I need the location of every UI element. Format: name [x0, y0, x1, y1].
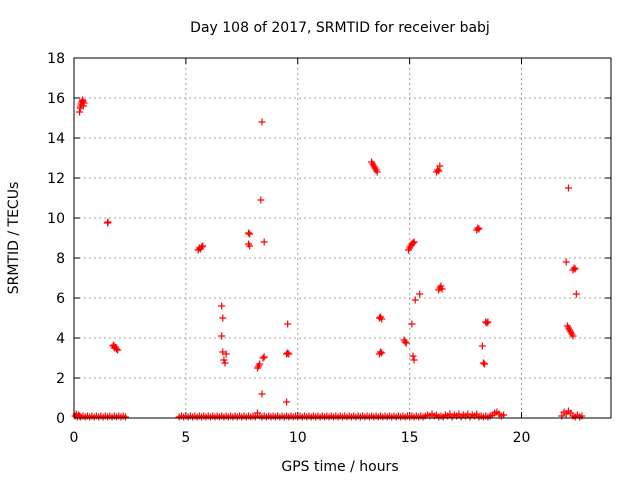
data-point [113, 345, 121, 353]
data-point [438, 285, 446, 293]
data-point [409, 239, 417, 247]
chart-title: Day 108 of 2017, SRMTID for receiver bab… [190, 20, 490, 36]
data-point [121, 413, 129, 421]
y-tick-label: 4 [56, 331, 65, 347]
data-point [219, 314, 227, 322]
data-point [378, 315, 386, 323]
data-point [218, 332, 226, 340]
x-tick-label: 0 [70, 430, 79, 446]
data-point [475, 225, 483, 233]
data-point [198, 243, 206, 251]
data-point [437, 282, 445, 290]
data-point [246, 230, 254, 238]
axis-ticks: 0 2 4 6 8 10 12 14 16 18 0 5 10 15 20 [47, 51, 611, 446]
data-point [500, 411, 508, 419]
data-point [436, 162, 444, 170]
data-point [199, 242, 207, 250]
data-point [79, 102, 87, 110]
data-point [110, 341, 118, 349]
data-point [76, 108, 84, 116]
data-point [483, 319, 491, 327]
data-point [284, 320, 292, 328]
data-point [251, 413, 259, 421]
data-point [410, 238, 418, 246]
y-tick-label: 8 [56, 251, 65, 267]
data-point [481, 360, 489, 368]
data-point [572, 290, 580, 298]
y-axis-label: SRMTID / TECUs [6, 182, 22, 295]
data-point [478, 342, 486, 350]
data-point [562, 258, 570, 266]
x-axis-label: GPS time / hours [281, 459, 398, 475]
data-point [377, 348, 385, 356]
data-point [479, 359, 487, 367]
data-point [373, 168, 381, 176]
x-tick-label: 10 [289, 430, 307, 446]
data-point [484, 318, 492, 326]
data-point [260, 238, 268, 246]
y-tick-label: 18 [47, 51, 65, 67]
data-point [408, 320, 416, 328]
x-tick-label: 15 [401, 430, 419, 446]
data-point [284, 349, 292, 357]
data-point [260, 353, 268, 361]
data-point [435, 167, 443, 175]
data-point [285, 350, 293, 358]
data-points [71, 96, 586, 421]
data-point [569, 332, 577, 340]
data-point [221, 359, 229, 367]
data-point [564, 184, 572, 192]
data-point [257, 196, 265, 204]
data-point [283, 398, 291, 406]
data-point [416, 290, 424, 298]
data-point [256, 360, 264, 368]
data-point [222, 350, 230, 358]
data-point [80, 99, 88, 107]
y-tick-label: 14 [47, 131, 65, 147]
y-tick-label: 10 [47, 211, 65, 227]
data-point [258, 390, 266, 398]
x-tick-label: 5 [181, 430, 190, 446]
data-point [410, 356, 418, 364]
y-tick-label: 2 [56, 371, 65, 387]
data-point [402, 339, 410, 347]
data-point [104, 218, 112, 226]
plot-frame [73, 57, 612, 419]
y-tick-label: 6 [56, 291, 65, 307]
y-tick-label: 0 [56, 411, 65, 427]
data-point [378, 349, 386, 357]
data-point [245, 229, 253, 237]
grid [74, 58, 611, 418]
data-point [114, 346, 122, 354]
data-point [259, 354, 267, 362]
data-point [220, 356, 228, 364]
data-point [411, 296, 419, 304]
y-tick-label: 12 [47, 171, 65, 187]
data-point [571, 265, 579, 273]
data-point [434, 166, 442, 174]
y-tick-label: 16 [47, 91, 65, 107]
x-tick-label: 20 [513, 430, 531, 446]
data-point [570, 264, 578, 272]
data-point [474, 224, 482, 232]
data-point [258, 118, 266, 126]
data-point [246, 242, 254, 250]
data-point [218, 302, 226, 310]
data-point [401, 338, 409, 346]
data-point [409, 352, 417, 360]
